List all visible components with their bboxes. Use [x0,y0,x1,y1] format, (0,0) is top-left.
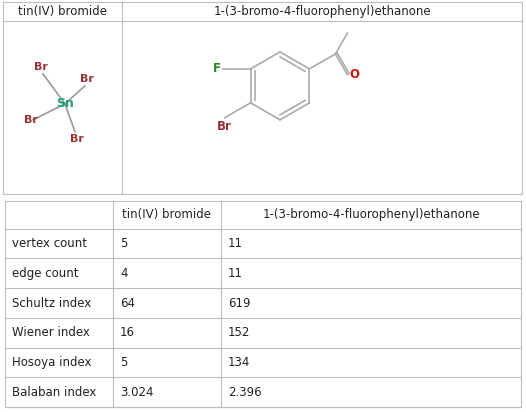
Text: 11: 11 [228,237,243,250]
Text: 5: 5 [120,356,127,369]
Text: Br: Br [70,134,84,144]
Text: 1-(3-bromo-4-fluorophenyl)ethanone: 1-(3-bromo-4-fluorophenyl)ethanone [262,208,480,221]
Text: 1-(3-bromo-4-fluorophenyl)ethanone: 1-(3-bromo-4-fluorophenyl)ethanone [213,5,431,18]
Text: Br: Br [217,120,232,133]
Text: vertex count: vertex count [12,237,87,250]
Text: Sn: Sn [56,97,74,110]
Text: 4: 4 [120,267,127,280]
Text: Balaban index: Balaban index [12,386,96,399]
Text: 16: 16 [120,326,135,339]
Text: edge count: edge count [12,267,78,280]
Text: O: O [349,68,359,81]
Text: Hosoya index: Hosoya index [12,356,92,369]
Text: Wiener index: Wiener index [12,326,90,339]
Text: 134: 134 [228,356,250,369]
Text: Br: Br [24,115,38,125]
Text: 3.024: 3.024 [120,386,154,399]
Text: F: F [213,62,220,75]
Text: Br: Br [34,62,48,72]
Text: Schultz index: Schultz index [12,297,91,309]
Text: Br: Br [80,74,94,84]
Text: 5: 5 [120,237,127,250]
Text: 619: 619 [228,297,250,309]
Text: 2.396: 2.396 [228,386,261,399]
Text: 152: 152 [228,326,250,339]
Text: tin(IV) bromide: tin(IV) bromide [123,208,211,221]
Text: 11: 11 [228,267,243,280]
Text: 64: 64 [120,297,135,309]
Text: tin(IV) bromide: tin(IV) bromide [18,5,107,18]
